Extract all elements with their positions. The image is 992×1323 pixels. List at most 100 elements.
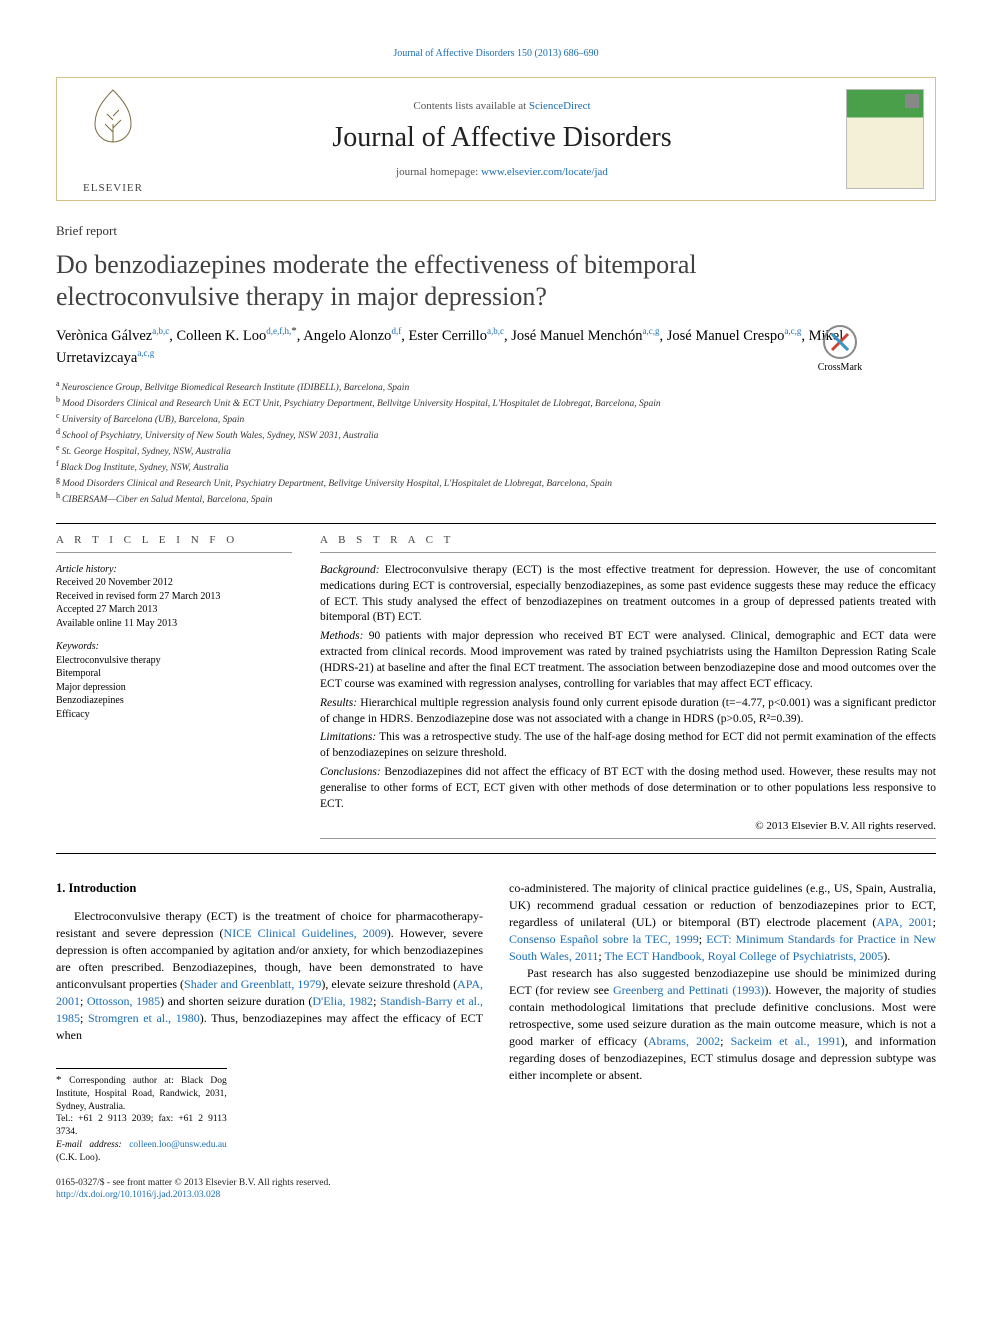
footnotes: * Corresponding author at: Black Dog Ins… [56,1068,227,1165]
publisher-block: ELSEVIER [57,78,169,200]
affiliation: gMood Disorders Clinical and Research Un… [56,475,936,491]
affil-text: School of Psychiatry, University of New … [62,431,378,441]
body-text: ; [720,1034,730,1048]
affil-key: a [56,379,60,388]
affil-key: c [56,411,60,420]
body-text: ). [883,949,890,963]
abs-text: 90 patients with major depression who re… [320,630,936,690]
citation-link[interactable]: Stromgren et al., 1980 [88,1011,200,1025]
affil-text: Neuroscience Group, Bellvitge Biomedical… [62,383,410,393]
doi-link[interactable]: http://dx.doi.org/10.1016/j.jad.2013.03.… [56,1190,220,1200]
email-label: E-mail address: [56,1140,129,1150]
body-text: ; [80,994,87,1008]
author: José Manuel Crespo [667,328,785,344]
crossmark-badge[interactable]: CrossMark [800,324,880,373]
affil-text: CIBERSAM—Ciber en Salud Mental, Barcelon… [62,495,272,505]
body-text: ), elevate seizure threshold ( [321,977,457,991]
divider [320,552,936,553]
contents-prefix: Contents lists available at [413,100,528,112]
affiliation: bMood Disorders Clinical and Research Un… [56,395,936,411]
affil-text: University of Barcelona (UB), Barcelona,… [62,415,245,425]
affil-text: Mood Disorders Clinical and Research Uni… [62,479,612,489]
affil-key: h [56,491,60,500]
article-info-heading: A R T I C L E I N F O [56,534,292,546]
history-accepted: Accepted 27 March 2013 [56,603,292,617]
citation-link[interactable]: The ECT Handbook, Royal College of Psych… [605,949,884,963]
citation-link[interactable]: NICE Clinical Guidelines, 2009 [224,926,387,940]
affil-text: St. George Hospital, Sydney, NSW, Austra… [62,447,231,457]
elsevier-tree-icon [81,84,145,148]
affil-key: g [56,475,60,484]
body-text: co-administered. The majority of clinica… [509,881,936,929]
journal-name: Journal of Affective Disorders [332,122,671,154]
issn-line: 0165-0327/$ - see front matter © 2013 El… [56,1177,483,1189]
author: José Manuel Menchón [511,328,642,344]
sciencedirect-link[interactable]: ScienceDirect [529,100,591,112]
divider [320,838,936,839]
author-affil-sup: a,c,g [137,348,154,358]
homepage-link[interactable]: www.elsevier.com/locate/jad [481,166,608,178]
author: Verònica Gálvez [56,328,152,344]
history-received: Received 20 November 2012 [56,576,292,590]
abstract-body: Background: Electroconvulsive therapy (E… [320,563,936,834]
body-para: Electroconvulsive therapy (ECT) is the t… [56,908,483,1044]
section-heading: 1. Introduction [56,880,483,898]
abs-text: Benzodiazepines did not affect the effic… [320,766,936,810]
citation-link[interactable]: Sackeim et al., 1991 [731,1034,841,1048]
corresponding-star: * [56,1074,69,1086]
body-text: ; [933,915,936,929]
affiliation: fBlack Dog Institute, Sydney, NSW, Austr… [56,459,936,475]
citation-link[interactable]: Greenberg and Pettinati (1993) [613,983,764,997]
body-text: ) and shorten seizure duration ( [160,994,312,1008]
email-link[interactable]: colleen.loo@unsw.edu.au [129,1140,227,1150]
citation-link[interactable]: D'Elia, 1982 [312,994,373,1008]
journal-cover-thumb [846,89,924,189]
citation-link[interactable]: Shader and Greenblatt, 1979 [184,977,321,991]
crossmark-label: CrossMark [818,362,862,373]
keyword: Major depression [56,681,292,695]
citation-link[interactable]: APA, 2001 [876,915,932,929]
abs-label: Limitations: [320,731,376,743]
email-who: (C.K. Loo). [56,1153,100,1163]
journal-header: ELSEVIER Contents lists available at Sci… [56,77,936,201]
author-affil-sup: a,b,c [487,326,504,336]
abs-label: Results: [320,697,357,709]
citation-link[interactable]: Abrams, 2002 [648,1034,720,1048]
tel-fax: Tel.: +61 2 9113 2039; fax: +61 2 9113 3… [56,1113,227,1139]
keyword: Electroconvulsive therapy [56,654,292,668]
publisher-name: ELSEVIER [83,182,143,194]
affil-text: Mood Disorders Clinical and Research Uni… [62,399,661,409]
article-title: Do benzodiazepines moderate the effectiv… [56,249,816,312]
affiliation: eSt. George Hospital, Sydney, NSW, Austr… [56,443,936,459]
affiliation: aNeuroscience Group, Bellvitge Biomedica… [56,379,936,395]
abs-label: Conclusions: [320,766,381,778]
body-text: ; [80,1011,88,1025]
author: Ester Cerrillo [408,328,487,344]
author-affil-sup: a,c,g [643,326,660,336]
citation-link[interactable]: Consenso Español sobre la TEC, 1999 [509,932,699,946]
history-label: Article history: [56,563,292,577]
history-online: Available online 11 May 2013 [56,617,292,631]
divider [56,853,936,854]
body-text: ; [373,994,380,1008]
corresponding-star: * [291,325,297,337]
affil-text: Black Dog Institute, Sydney, NSW, Austra… [61,463,229,473]
affil-key: e [56,443,60,452]
keyword: Efficacy [56,708,292,722]
affil-key: b [56,395,60,404]
author-affil-sup: a,c,g [784,326,801,336]
contents-line: Contents lists available at ScienceDirec… [413,100,590,112]
history-revised: Received in revised form 27 March 2013 [56,590,292,604]
author-affil-sup: d,f [391,326,401,336]
homepage-prefix: journal homepage: [396,166,481,178]
affiliation: hCIBERSAM—Ciber en Salud Mental, Barcelo… [56,491,936,507]
author-affil-sup: d,e,f,h, [266,326,291,336]
abstract-copyright: © 2013 Elsevier B.V. All rights reserved… [320,819,936,834]
abs-text: This was a retrospective study. The use … [320,731,936,759]
affil-key: d [56,427,60,436]
article-section: Brief report [56,223,936,239]
citation-link[interactable]: Ottosson, 1985 [87,994,160,1008]
body-para: Past research has also suggested benzodi… [509,965,936,1084]
affiliation: cUniversity of Barcelona (UB), Barcelona… [56,411,936,427]
abs-label: Background: [320,564,380,576]
